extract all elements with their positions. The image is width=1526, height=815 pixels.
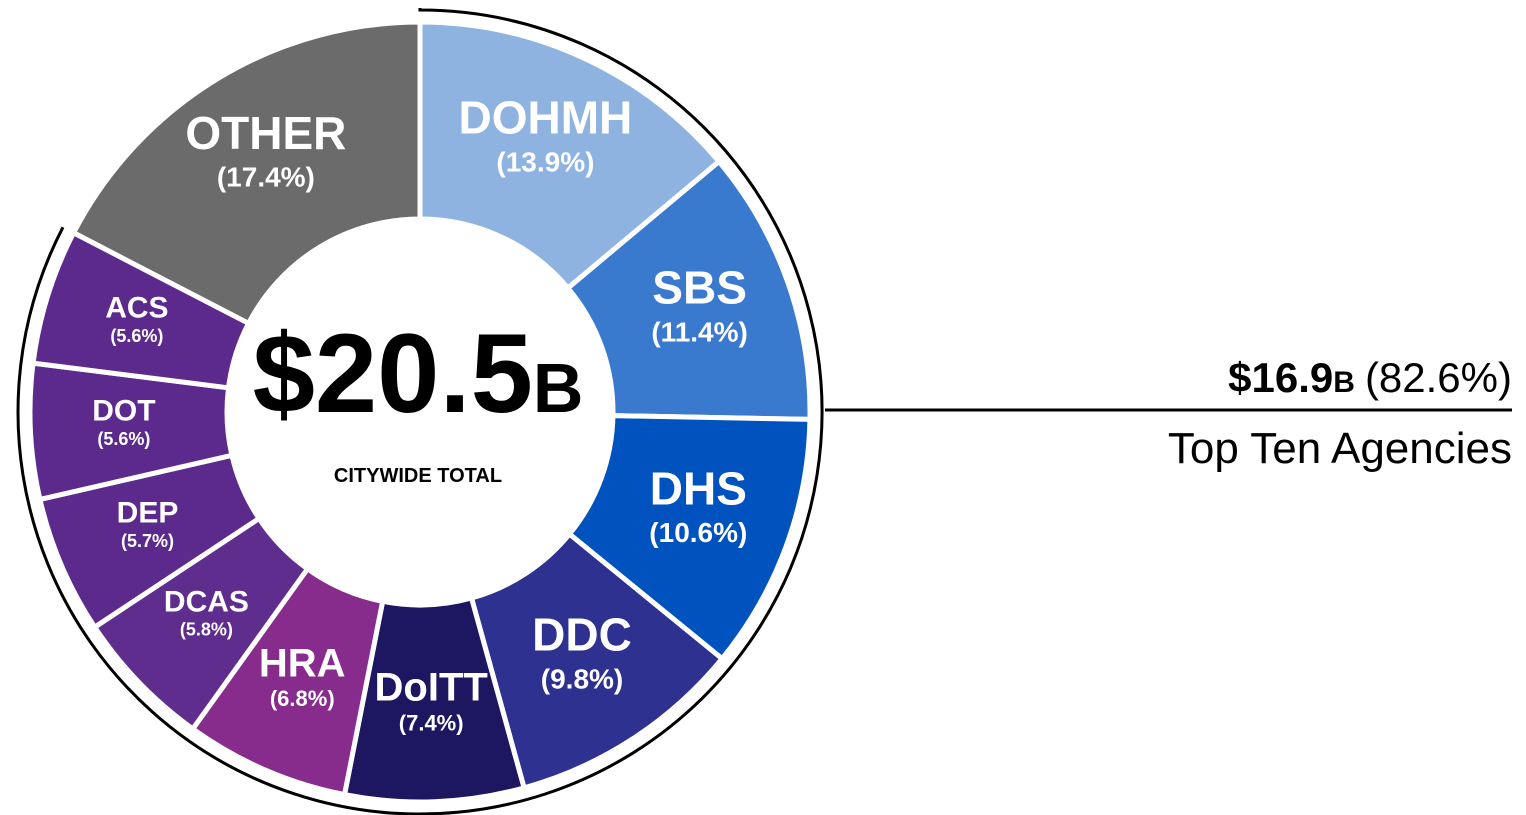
slice-name: HRA — [259, 641, 346, 685]
slice-value: (9.8%) — [541, 663, 623, 694]
top-ten-value: $16.9 — [1228, 354, 1333, 401]
slice-value: (5.6%) — [110, 326, 163, 346]
total-label: $20.5B — [253, 311, 584, 436]
top-ten-unit: B — [1333, 366, 1355, 399]
slice-value: (7.4%) — [399, 710, 464, 735]
slice-name: OTHER — [185, 107, 346, 159]
slice-value: (10.6%) — [649, 517, 747, 548]
slice-value: (17.4%) — [217, 162, 315, 193]
top-ten-share: (82.6%) — [1365, 354, 1512, 401]
bracket-arc — [16, 8, 824, 815]
slice-name: DCAS — [164, 585, 249, 618]
slice-value: (5.8%) — [180, 620, 233, 640]
slice-name: DoITT — [375, 666, 488, 710]
slice-value: (6.8%) — [270, 686, 335, 711]
slice-value: (5.7%) — [121, 531, 174, 551]
total-caption: CITYWIDE TOTAL — [334, 465, 502, 487]
slice-name: DOT — [92, 395, 155, 428]
slice-name: SBS — [652, 262, 747, 314]
slice — [565, 159, 813, 422]
slice-name: DOHMH — [459, 92, 633, 144]
slice-name: DEP — [117, 497, 179, 530]
total-value: $20.5 — [253, 311, 533, 436]
slice-value: (13.9%) — [496, 146, 594, 177]
slice-name: DHS — [650, 462, 747, 514]
slice-value: (5.6%) — [97, 429, 150, 449]
slices — [27, 19, 813, 805]
slice — [71, 19, 423, 326]
slice-name: DDC — [532, 609, 632, 661]
labels: DOHMH(13.9%) SBS(11.4%) DHS(10.6%) DDC(9.8%… — [92, 92, 748, 736]
slice-value: (11.4%) — [651, 316, 748, 347]
top-ten-caption: Top Ten Agencies — [1168, 424, 1512, 473]
top-ten-label: $16.9B (82.6%) — [1228, 354, 1512, 401]
total-unit: B — [533, 349, 584, 427]
slice-name: ACS — [105, 292, 168, 325]
